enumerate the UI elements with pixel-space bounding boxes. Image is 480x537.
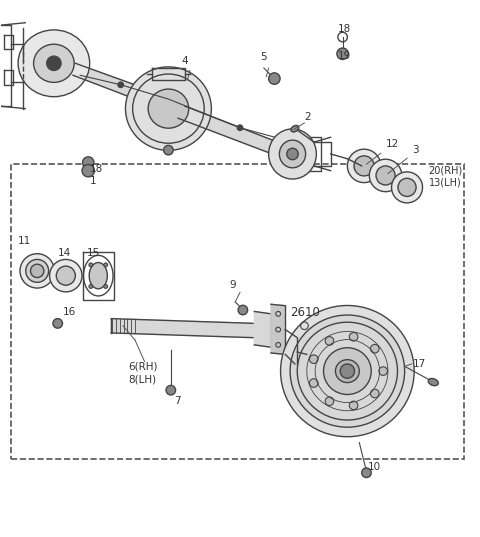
Circle shape [104,263,108,267]
Circle shape [53,318,62,328]
Circle shape [325,397,334,405]
Ellipse shape [324,348,371,395]
Text: 12: 12 [385,139,399,149]
Text: 1: 1 [90,177,96,186]
Ellipse shape [89,263,108,289]
Ellipse shape [269,129,316,179]
Text: 2: 2 [304,112,311,121]
Ellipse shape [49,259,82,292]
Text: 15: 15 [86,248,99,258]
Ellipse shape [428,379,438,386]
Ellipse shape [336,360,360,382]
Circle shape [340,364,355,378]
Circle shape [89,285,93,288]
Text: 20(RH): 20(RH) [429,166,463,176]
Text: 10: 10 [368,461,381,471]
Circle shape [164,146,173,155]
Ellipse shape [290,315,405,427]
Circle shape [237,125,243,130]
Circle shape [47,56,61,70]
Circle shape [166,386,176,395]
Text: 7: 7 [174,396,181,406]
Circle shape [379,367,387,375]
Ellipse shape [31,264,44,278]
Text: 4: 4 [182,56,189,66]
Circle shape [310,355,318,364]
Text: 16: 16 [62,307,76,317]
Polygon shape [111,318,254,338]
Ellipse shape [398,178,416,197]
Circle shape [118,82,123,88]
Polygon shape [73,63,161,106]
Text: 11: 11 [18,236,31,245]
Ellipse shape [376,166,395,185]
Circle shape [371,389,379,398]
Circle shape [349,332,358,341]
Text: 17: 17 [413,359,426,369]
Circle shape [104,285,108,288]
Ellipse shape [291,126,299,132]
Text: 13(LH): 13(LH) [429,178,461,187]
Polygon shape [178,106,302,163]
Circle shape [83,157,94,168]
Ellipse shape [392,172,422,203]
Ellipse shape [18,30,90,97]
Text: 5: 5 [261,52,267,62]
Ellipse shape [34,44,74,82]
Ellipse shape [281,306,414,437]
Circle shape [371,344,379,353]
Ellipse shape [369,159,402,192]
Circle shape [310,379,318,387]
Ellipse shape [348,149,381,183]
Text: 2610: 2610 [290,306,320,318]
Circle shape [337,48,348,60]
Polygon shape [271,304,285,354]
Text: 6(RH): 6(RH) [128,361,157,372]
Circle shape [287,148,298,159]
Ellipse shape [125,67,211,150]
Polygon shape [254,311,271,347]
Ellipse shape [26,259,48,282]
Ellipse shape [354,156,374,176]
Text: 8(LH): 8(LH) [128,374,156,384]
Ellipse shape [56,266,75,285]
Ellipse shape [279,140,306,168]
Text: 9: 9 [229,280,236,290]
Circle shape [82,164,95,177]
Circle shape [349,401,358,410]
Circle shape [269,73,280,84]
Text: 3: 3 [412,145,419,155]
Circle shape [325,337,334,345]
Text: 19: 19 [338,52,351,61]
Ellipse shape [148,89,189,128]
Circle shape [362,468,371,477]
Text: 18: 18 [90,164,103,174]
Text: 18: 18 [338,24,351,34]
Circle shape [238,305,248,315]
Text: 14: 14 [58,248,71,258]
Circle shape [89,263,93,267]
Ellipse shape [20,253,54,288]
